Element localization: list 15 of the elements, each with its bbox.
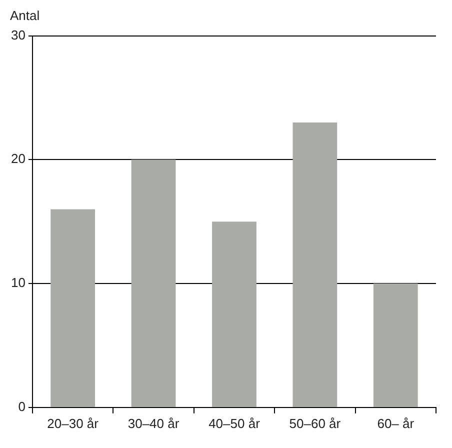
bar (292, 122, 338, 407)
x-tick-label: 40–50 år (208, 416, 261, 431)
bar (50, 209, 96, 407)
y-tick-label: 20 (10, 151, 26, 166)
x-tick-label: 30–40 år (128, 416, 180, 431)
y-tick-label: 10 (10, 275, 26, 290)
bar (373, 284, 418, 407)
bar (212, 222, 256, 407)
y-axis-title: Antal (10, 8, 41, 23)
y-tick-label: 0 (18, 398, 26, 414)
bar (131, 160, 176, 407)
x-tick-label: 20–30 år (47, 416, 100, 431)
x-tick-label: 60– år (377, 416, 415, 431)
x-tick-label: 50–60 år (289, 416, 342, 431)
y-tick-label: 30 (10, 27, 26, 42)
